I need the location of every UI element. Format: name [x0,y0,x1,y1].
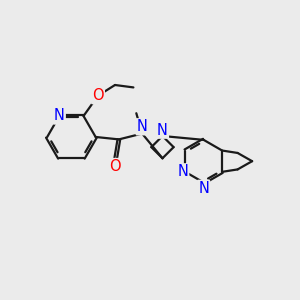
Text: O: O [109,159,121,174]
Text: N: N [198,181,209,196]
Text: O: O [92,88,104,103]
Text: N: N [177,164,188,179]
Text: N: N [157,123,168,138]
Text: N: N [54,109,65,124]
Text: N: N [137,119,148,134]
